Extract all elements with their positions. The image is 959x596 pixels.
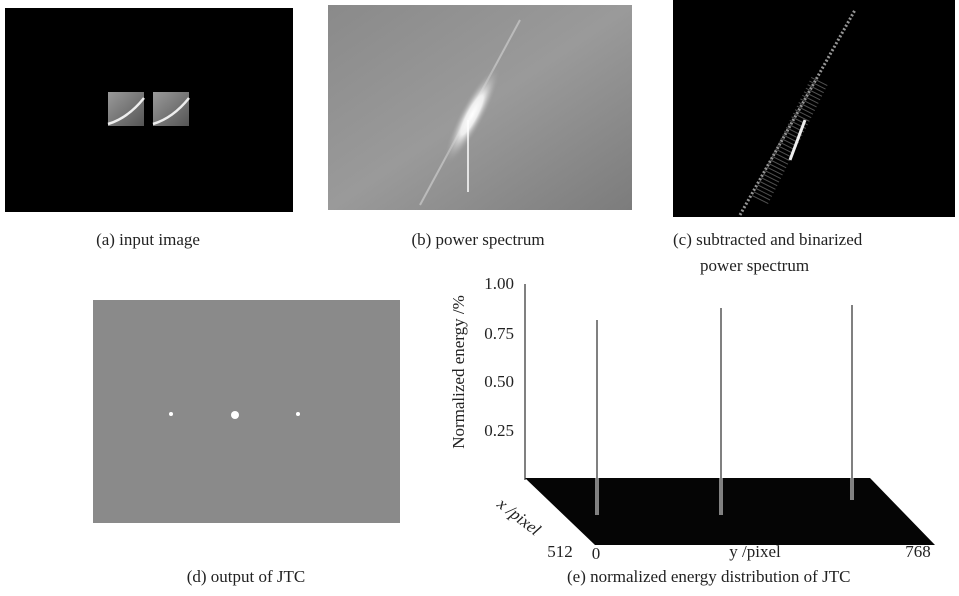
energy-plot: [525, 284, 935, 545]
y-tick-label: 768: [905, 542, 931, 561]
jtc-output-image: [93, 300, 400, 523]
caption: (d) output of JTC: [187, 567, 306, 586]
caption: (e) normalized energy distribution of JT…: [567, 567, 850, 586]
caption: (a) input image: [96, 230, 200, 249]
binarized-spectrum-image: [673, 0, 955, 217]
figure: (a) input image (b) power spectrum (c) sub…: [0, 0, 959, 596]
z-tick-label: 0.50: [484, 372, 514, 391]
caption: (c) subtracted and binarized: [673, 230, 863, 249]
y-tick-label: 0: [592, 544, 601, 563]
z-tick-label: 0.75: [484, 324, 514, 343]
x-axis-label: x /pixel: [493, 493, 545, 539]
power-spectrum-image: [328, 5, 632, 210]
z-axis-label: Normalized energy /%: [449, 295, 468, 449]
z-tick-label: 0.25: [484, 421, 514, 440]
caption: (b) power spectrum: [411, 230, 544, 249]
input-image: [5, 8, 293, 212]
x-tick-label: 512: [547, 542, 573, 561]
y-axis-label: y /pixel: [729, 542, 781, 561]
caption: power spectrum: [700, 256, 809, 275]
z-tick-label: 1.00: [484, 274, 514, 293]
